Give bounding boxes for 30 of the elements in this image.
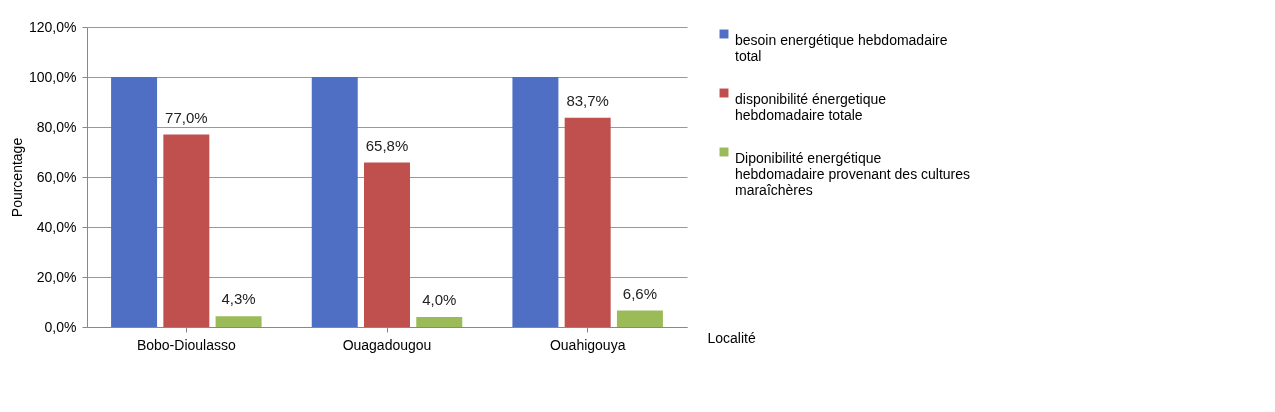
bar xyxy=(564,117,611,327)
y-axis-title: Pourcentage xyxy=(9,137,26,218)
y-tick-label: 0,0% xyxy=(44,318,77,335)
bar xyxy=(512,77,559,327)
data-label: 83,7% xyxy=(566,91,609,109)
y-tick-label: 20,0% xyxy=(36,268,77,285)
data-label: 4,0% xyxy=(422,291,457,308)
x-tick-label: Bobo-Dioulasso xyxy=(136,336,236,353)
bar xyxy=(311,77,358,327)
legend-label: disponibilité énergetique hebdomadaire totale xyxy=(735,91,887,123)
legend-label: besoin energétique hebdomadaire total xyxy=(735,32,948,64)
bar xyxy=(616,310,663,327)
data-label: 6,6% xyxy=(622,284,658,302)
bar xyxy=(215,316,262,327)
data-label: 4,3% xyxy=(221,290,256,308)
x-axis-title: Localité xyxy=(707,329,756,346)
y-tick-label: 80,0% xyxy=(36,118,77,135)
bar xyxy=(111,77,158,327)
bar xyxy=(416,317,463,327)
y-tick-label: 120,0% xyxy=(29,18,77,35)
data-label: 65,8% xyxy=(365,136,409,154)
bar xyxy=(163,134,210,327)
data-label: 77,0% xyxy=(165,108,208,126)
y-tick-label: 60,0% xyxy=(36,168,77,185)
y-tick-label: 100,0% xyxy=(29,68,77,85)
bar xyxy=(364,162,410,327)
x-tick-label: Ouagadougou xyxy=(342,336,432,353)
y-tick-label: 40,0% xyxy=(36,218,77,235)
x-tick-label: Ouahigouya xyxy=(549,336,626,353)
legend-label: Diponibilité energétique hebdomadaire provenant des cultures maraîchères xyxy=(735,150,971,198)
